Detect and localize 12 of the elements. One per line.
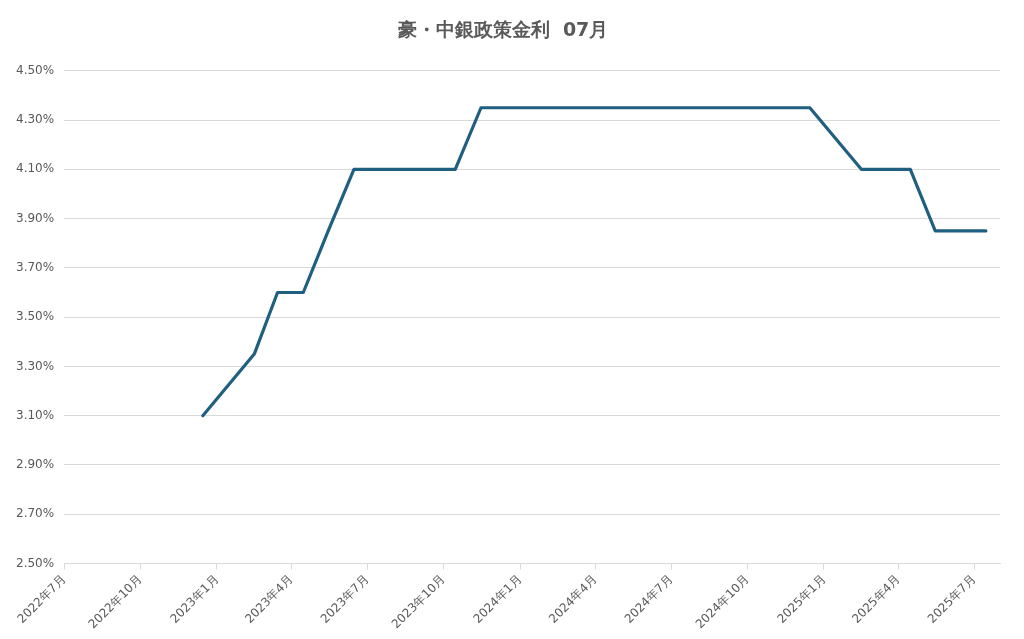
y-tick-label: 3.50% [16,309,55,324]
y-tick-label: 3.90% [16,210,55,225]
y-tick-label: 4.10% [16,161,55,176]
y-tick-label: 4.50% [16,62,55,77]
y-tick-label: 2.90% [16,457,55,472]
y-tick-label: 3.30% [16,358,55,373]
y-tick-label: 3.70% [16,259,55,274]
chart-title: 豪・中銀政策金利 07月 [396,18,609,41]
y-tick-label: 4.30% [16,112,55,127]
y-tick-label: 2.70% [16,506,55,521]
y-tick-label: 3.10% [16,407,55,422]
y-tick-label: 2.50% [16,555,55,570]
